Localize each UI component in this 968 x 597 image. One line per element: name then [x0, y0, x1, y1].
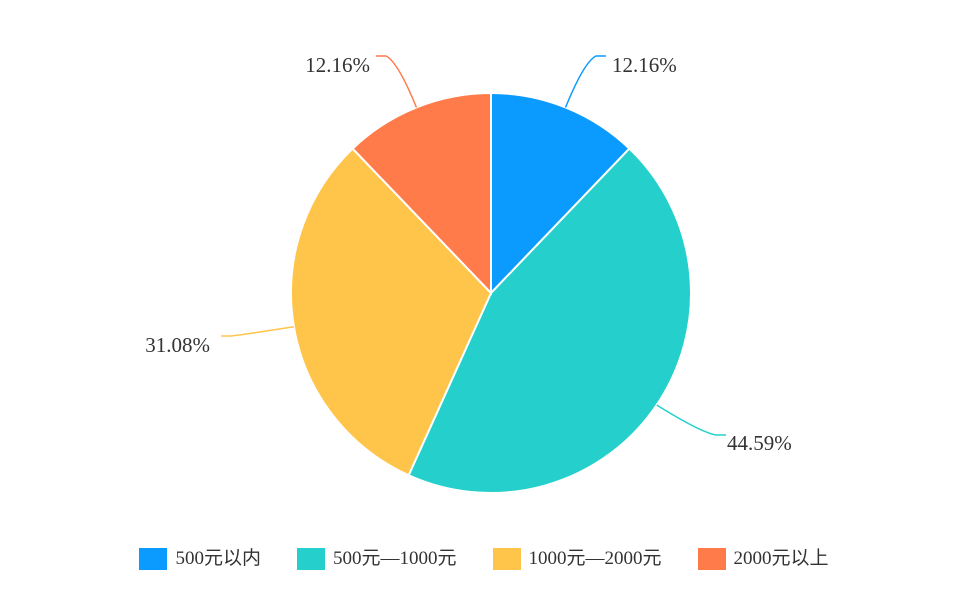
leader-line	[564, 55, 606, 108]
slice-percent-label: 44.59%	[727, 431, 792, 455]
label-leader-lines	[221, 55, 726, 436]
pie-slice[interactable]	[490, 91, 631, 296]
leader-line	[221, 326, 294, 337]
legend-swatch	[139, 548, 168, 570]
leader-line	[376, 55, 418, 108]
legend: 500元以内 500元—1000元 1000元—2000元 2000元以上	[0, 546, 968, 572]
legend-label: 500元—1000元	[332, 548, 457, 569]
pie-slice[interactable]	[351, 91, 492, 296]
pie-slice[interactable]	[290, 147, 493, 477]
slice-percent-label: 12.16%	[305, 53, 370, 77]
slice-percent-label: 12.16%	[612, 53, 677, 77]
legend-item[interactable]: 1000元—2000元	[492, 546, 662, 572]
legend-swatch	[492, 548, 521, 570]
pie-slice[interactable]	[407, 147, 692, 494]
leader-line	[656, 404, 726, 436]
legend-item[interactable]: 2000元以上	[697, 546, 829, 572]
legend-label: 500元以内	[175, 548, 261, 569]
pie-slices	[290, 91, 692, 494]
legend-swatch	[697, 548, 726, 570]
legend-item[interactable]: 500元以内	[139, 546, 261, 572]
legend-swatch	[296, 548, 325, 570]
slice-labels: 12.16% 44.59% 31.08% 12.16%	[145, 53, 792, 455]
legend-label: 1000元—2000元	[528, 548, 662, 569]
legend-item[interactable]: 500元—1000元	[296, 546, 457, 572]
slice-percent-label: 31.08%	[145, 333, 210, 357]
legend-label: 2000元以上	[733, 548, 829, 569]
